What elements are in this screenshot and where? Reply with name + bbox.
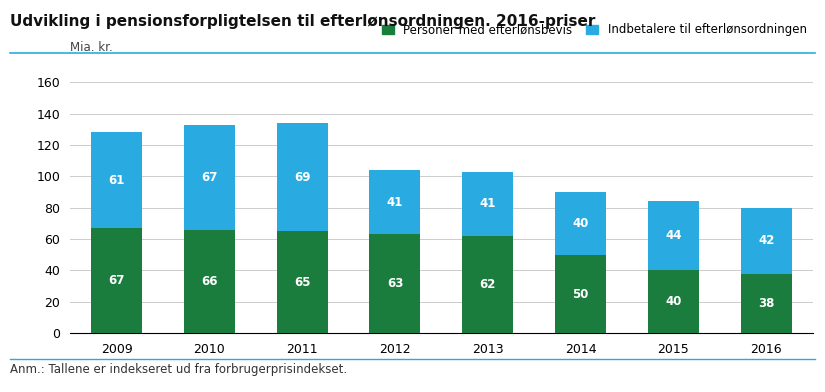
Bar: [91, 228, 142, 333]
Text: 62: 62: [479, 278, 496, 291]
Text: 69: 69: [294, 171, 310, 184]
Text: 67: 67: [201, 171, 218, 184]
Text: 61: 61: [108, 174, 125, 187]
Text: 65: 65: [294, 276, 310, 289]
Text: Mia. kr.: Mia. kr.: [70, 41, 113, 54]
Text: 63: 63: [387, 277, 403, 290]
Bar: [370, 234, 421, 333]
Bar: [184, 230, 235, 333]
Bar: [462, 172, 513, 236]
Text: 40: 40: [665, 295, 681, 309]
Text: Udvikling i pensionsforpligtelsen til efterlønsordningen. 2016-priser: Udvikling i pensionsforpligtelsen til ef…: [10, 14, 596, 29]
Text: Anm.: Tallene er indekseret ud fra forbrugerprisindekset.: Anm.: Tallene er indekseret ud fra forbr…: [10, 363, 347, 376]
Bar: [648, 201, 699, 270]
Bar: [648, 270, 699, 333]
Text: 67: 67: [108, 274, 125, 287]
Text: 41: 41: [479, 197, 496, 211]
Bar: [462, 236, 513, 333]
Bar: [555, 255, 606, 333]
Bar: [91, 132, 142, 228]
Legend: Personer med efterlønsbevis, Indbetalere til efterlønsordningen: Personer med efterlønsbevis, Indbetalere…: [382, 24, 807, 36]
Text: 38: 38: [758, 297, 775, 310]
Text: 44: 44: [665, 229, 681, 243]
Text: 42: 42: [758, 234, 775, 247]
Bar: [741, 208, 792, 274]
Text: 50: 50: [573, 287, 589, 301]
Bar: [370, 170, 421, 234]
Text: 66: 66: [201, 275, 218, 288]
Text: 40: 40: [573, 217, 589, 230]
Text: 41: 41: [387, 196, 403, 209]
Bar: [276, 123, 328, 231]
Bar: [555, 192, 606, 255]
Bar: [184, 125, 235, 230]
Bar: [741, 274, 792, 333]
Bar: [276, 231, 328, 333]
